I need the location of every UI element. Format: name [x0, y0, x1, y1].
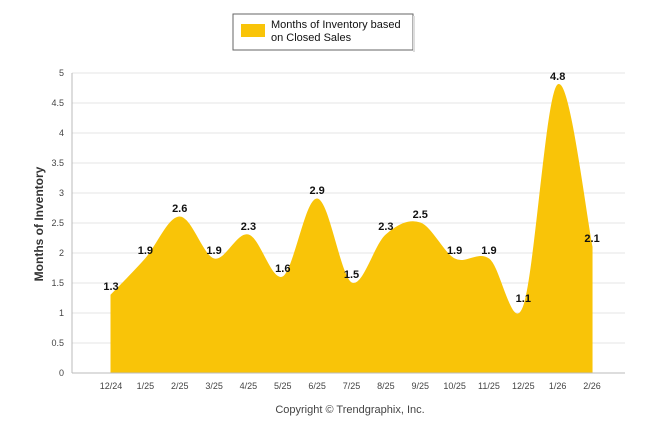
x-tick-label: 9/25 [411, 381, 429, 391]
data-label: 1.9 [481, 245, 496, 257]
data-label: 1.6 [275, 263, 290, 275]
series-area [110, 84, 593, 374]
y-tick-label: 3.5 [51, 158, 64, 168]
x-tick-label: 12/24 [100, 381, 123, 391]
data-label: 1.1 [516, 293, 531, 305]
x-tick-label: 6/25 [308, 381, 326, 391]
data-label: 1.9 [138, 245, 153, 257]
x-tick-label: 7/25 [343, 381, 361, 391]
x-tick-label: 2/26 [583, 381, 601, 391]
data-label: 1.3 [103, 281, 118, 293]
data-label: 2.5 [413, 209, 428, 221]
legend[interactable]: Months of Inventory based on Closed Sale… [232, 13, 415, 52]
y-axis-title: Months of Inventory [32, 166, 46, 281]
x-tick-label: 11/25 [478, 381, 500, 391]
data-label: 1.9 [447, 245, 462, 257]
x-tick-label: 1/25 [137, 381, 155, 391]
data-labels: 1.3 1.9 2.6 1.9 2.3 1.6 2.9 1.5 2.3 2.5 1.9 1.9 1.1 4… [103, 71, 599, 305]
y-tick-label: 2 [59, 248, 64, 258]
axes: 0 0.5 1 1.5 2 2.5 3 3.5 4 4.5 5 12/24 1/25 2/25 3/25 4/… [51, 68, 625, 391]
x-tick-label: 12/25 [512, 381, 535, 391]
x-tick-label: 3/25 [205, 381, 223, 391]
y-tick-label: 1 [59, 308, 64, 318]
y-tick-label: 0 [59, 368, 64, 378]
data-label: 4.8 [550, 71, 565, 83]
legend-label-line-2: on Closed Sales [271, 32, 352, 44]
y-tick-label: 4 [59, 128, 64, 138]
x-tick-label: 10/25 [443, 381, 466, 391]
x-tick-label: 8/25 [377, 381, 395, 391]
x-tick-label: 4/25 [240, 381, 258, 391]
data-label: 2.9 [310, 185, 325, 197]
series-area-path[interactable] [110, 84, 593, 374]
legend-label-line-1: Months of Inventory based [271, 19, 401, 31]
data-label: 1.9 [206, 245, 221, 257]
data-label: 2.3 [241, 221, 256, 233]
x-tick-label: 1/26 [549, 381, 567, 391]
data-label: 1.5 [344, 269, 359, 281]
y-tick-label: 5 [59, 68, 64, 78]
y-tick-label: 3 [59, 188, 64, 198]
y-tick-label: 0.5 [51, 338, 64, 348]
x-tick-label: 2/25 [171, 381, 189, 391]
x-tick-label: 5/25 [274, 381, 292, 391]
data-label: 2.1 [584, 233, 599, 245]
y-tick-label: 2.5 [51, 218, 64, 228]
y-tick-label: 4.5 [51, 98, 64, 108]
legend-shadow [413, 16, 415, 52]
data-label: 2.3 [378, 221, 393, 233]
legend-swatch [241, 24, 265, 37]
copyright-footer: Copyright © Trendgraphix, Inc. [275, 404, 424, 416]
data-label: 2.6 [172, 203, 187, 215]
y-tick-label: 1.5 [51, 278, 64, 288]
